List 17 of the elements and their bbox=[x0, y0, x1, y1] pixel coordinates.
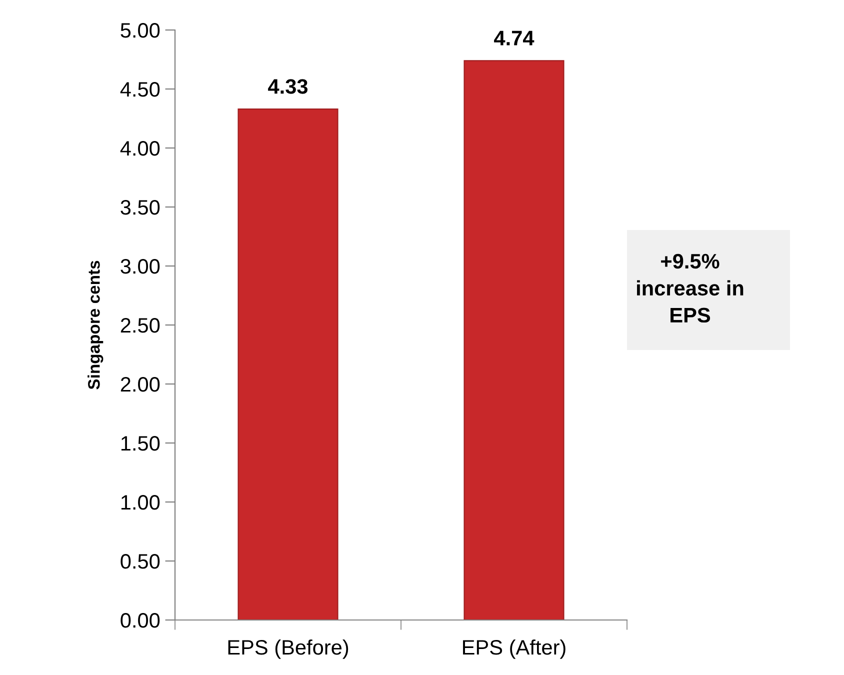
y-tick-label: 3.50 bbox=[120, 200, 160, 215]
y-tick-label: 0.50 bbox=[120, 554, 160, 569]
y-tick-label: 4.50 bbox=[120, 82, 160, 97]
x-tick-label: EPS (After) bbox=[463, 639, 566, 659]
y-tick-label: 5.00 bbox=[120, 23, 160, 38]
y-tick-label: 1.00 bbox=[121, 495, 160, 510]
y-tick-label: 1.50 bbox=[121, 436, 160, 451]
data-label: 4.74 bbox=[494, 30, 534, 46]
y-tick-label: 2.50 bbox=[120, 318, 160, 333]
y-axis-title: Singapore cents bbox=[88, 260, 104, 390]
y-tick-label: 0.00 bbox=[120, 613, 160, 628]
y-tick-label: 2.00 bbox=[120, 377, 160, 392]
text: +9.5% increase in EPS bbox=[637, 254, 744, 323]
y-tick-label: 3.00 bbox=[120, 259, 160, 274]
x-tick-label: EPS (Before) bbox=[228, 639, 348, 659]
data-label: 4.33 bbox=[268, 79, 308, 94]
y-tick-label: 4.00 bbox=[120, 141, 160, 156]
